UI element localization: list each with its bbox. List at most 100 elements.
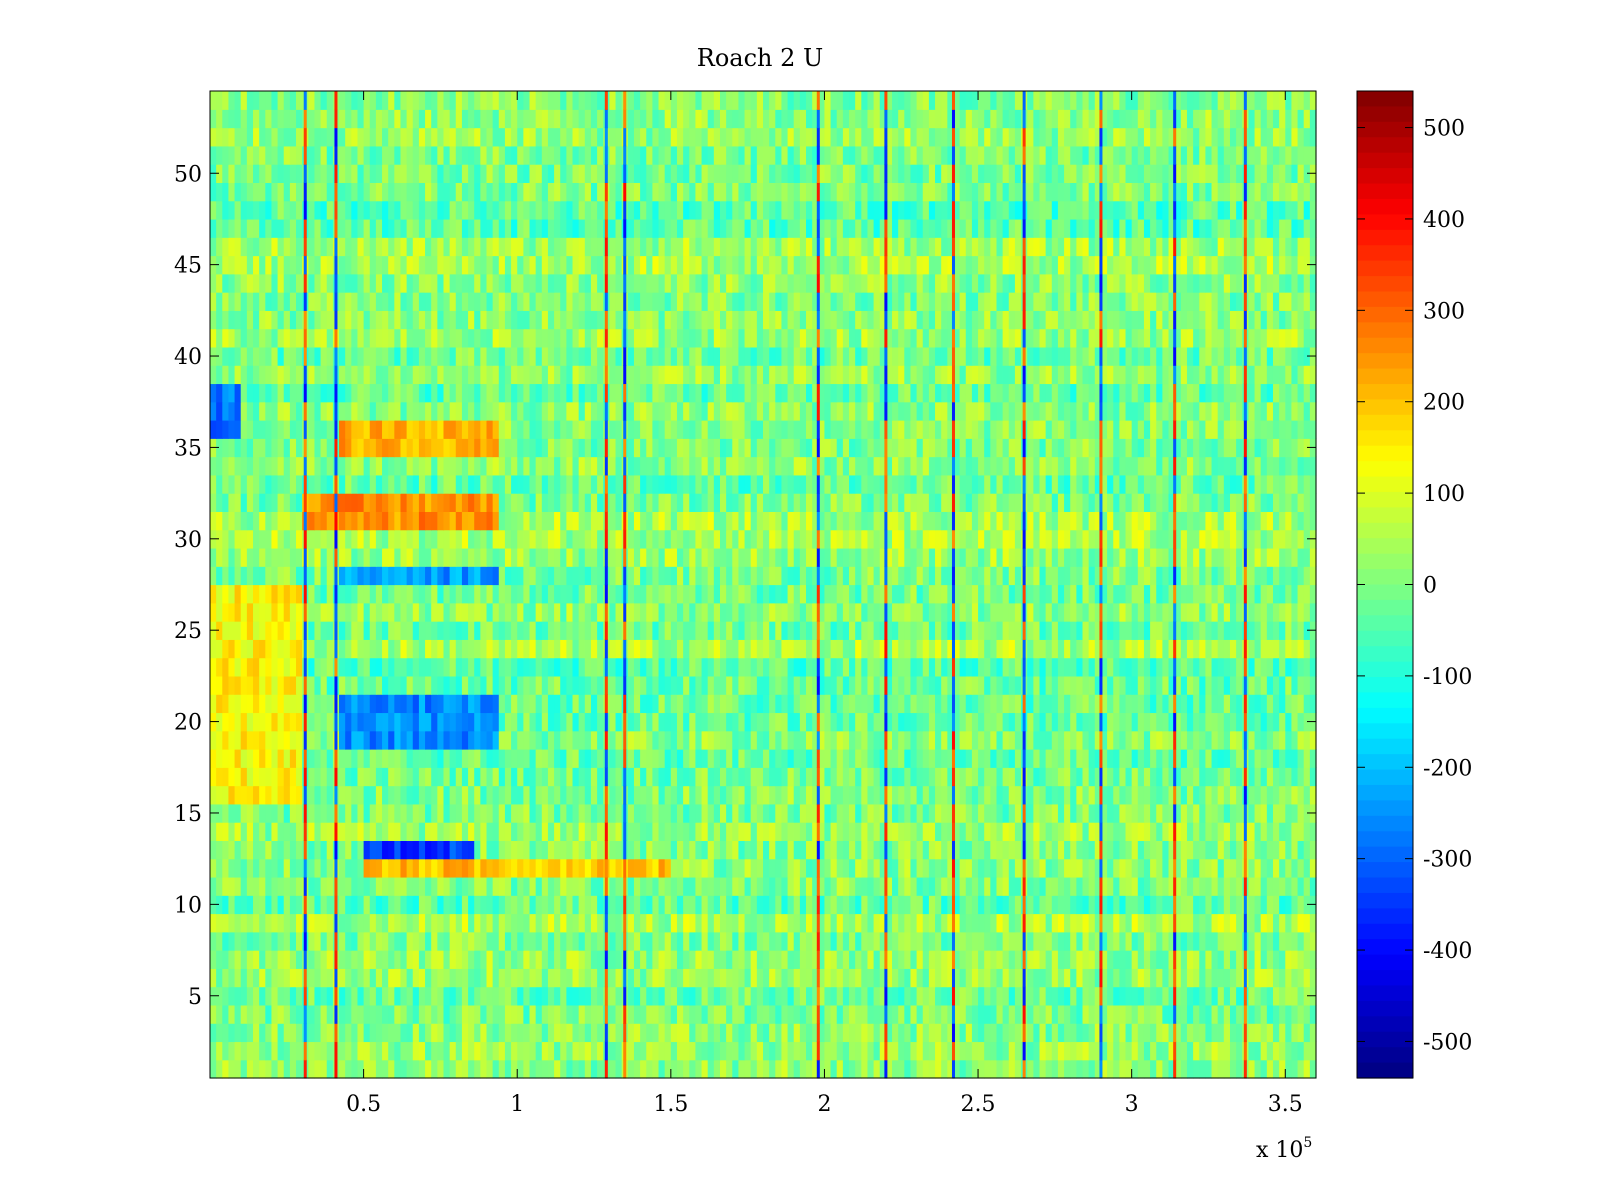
heatmap-cell (1156, 950, 1163, 969)
heatmap-cell (394, 767, 402, 787)
heatmap-cell (1236, 968, 1243, 988)
heatmap-cell (676, 749, 684, 768)
heatmap-cell (849, 694, 856, 714)
heatmap-cell (455, 876, 463, 896)
heatmap-cell (234, 785, 242, 805)
heatmap-cell (726, 931, 733, 951)
heatmap-cell (271, 822, 279, 841)
heatmap-cell (726, 675, 733, 695)
heatmap-cell (1217, 749, 1225, 768)
heatmap-cell (1033, 1041, 1041, 1061)
heatmap-cell (1100, 749, 1108, 768)
heatmap-cell (842, 602, 850, 622)
heatmap-cell (468, 749, 475, 768)
heatmap-cell (1064, 931, 1071, 951)
heatmap-cell (713, 986, 721, 1006)
heatmap-cell (965, 566, 973, 586)
heatmap-cell (965, 968, 973, 988)
heatmap-cell (412, 895, 420, 915)
heatmap-cell (658, 730, 666, 750)
heatmap-cell (431, 1004, 438, 1024)
heatmap-cell (1100, 602, 1108, 622)
heatmap-cell (345, 657, 352, 677)
heatmap-cell (849, 931, 856, 951)
heatmap-cell (449, 675, 457, 695)
heatmap-cell (646, 913, 653, 933)
heatmap-cell (498, 803, 506, 823)
heatmap-cell (572, 785, 580, 805)
heatmap-cell (806, 675, 813, 695)
heatmap-cell (646, 712, 653, 732)
heatmap-cell (455, 822, 463, 841)
heatmap-cell (922, 931, 930, 951)
heatmap-cell (1186, 639, 1194, 659)
heatmap-cell (289, 1041, 297, 1061)
heatmap-cell (547, 730, 555, 750)
heatmap-cell (523, 730, 531, 750)
heatmap-cell (1094, 895, 1102, 915)
heatmap-cell (547, 986, 555, 1006)
heatmap-cell (941, 840, 948, 860)
heatmap-cell (308, 950, 316, 969)
heatmap-cell (652, 657, 660, 677)
heatmap-cell (904, 822, 912, 841)
heatmap-cell (1070, 950, 1077, 969)
heatmap-cell (375, 602, 383, 622)
heatmap-cell (1045, 931, 1053, 951)
heatmap-cell (216, 950, 223, 969)
heatmap-cell (1272, 785, 1280, 805)
heatmap-cell (978, 584, 985, 604)
heatmap-cell (1168, 712, 1176, 732)
heatmap-cell (449, 694, 457, 714)
heatmap-cell (818, 785, 826, 805)
heatmap-cell (769, 694, 776, 714)
heatmap-cell (412, 566, 420, 586)
heatmap-cell (615, 931, 623, 951)
heatmap-cell (695, 876, 703, 896)
heatmap-cell (1266, 931, 1274, 951)
heatmap-cell (1107, 931, 1114, 951)
heatmap-cell (1291, 895, 1299, 915)
heatmap-cell (1088, 1041, 1096, 1061)
heatmap-cell (584, 602, 592, 622)
heatmap-cell (351, 749, 359, 768)
heatmap-cell (578, 803, 586, 823)
heatmap-cell (1137, 876, 1145, 896)
heatmap-cell (339, 1004, 346, 1024)
heatmap-cell (916, 986, 924, 1006)
heatmap-cell (474, 694, 481, 714)
heatmap-cell (873, 803, 881, 823)
heatmap-cell (867, 931, 875, 951)
heatmap-cell (240, 913, 248, 933)
heatmap-cell (1291, 749, 1299, 768)
heatmap-cell (892, 1004, 899, 1024)
heatmap-cell (492, 1041, 500, 1061)
heatmap-cell (265, 876, 273, 896)
heatmap-cell (910, 803, 918, 823)
heatmap-cell (1303, 840, 1311, 860)
heatmap-cell (382, 840, 389, 860)
heatmap-cell (904, 602, 912, 622)
heatmap-cell (1076, 657, 1084, 677)
heatmap-cell (1168, 694, 1176, 714)
heatmap-cell (1297, 1004, 1305, 1024)
heatmap-cell (978, 986, 985, 1006)
heatmap-cell (695, 767, 703, 787)
heatmap-cell (216, 986, 223, 1006)
heatmap-cell (535, 602, 543, 622)
heatmap-cell (713, 931, 721, 951)
heatmap-cell (984, 858, 991, 878)
heatmap-cell (1260, 876, 1268, 896)
heatmap-cell (535, 749, 543, 768)
heatmap-cell (1168, 730, 1176, 750)
heatmap-cell (959, 639, 967, 659)
heatmap-cell (296, 785, 303, 805)
heatmap-cell (719, 694, 727, 714)
heatmap-cell (1309, 785, 1317, 805)
heatmap-cell (756, 657, 764, 677)
heatmap-cell (818, 712, 826, 732)
heatmap-cell (418, 822, 426, 841)
heatmap-cell (296, 566, 303, 586)
heatmap-cell (1229, 876, 1237, 896)
heatmap-cell (480, 1041, 488, 1061)
